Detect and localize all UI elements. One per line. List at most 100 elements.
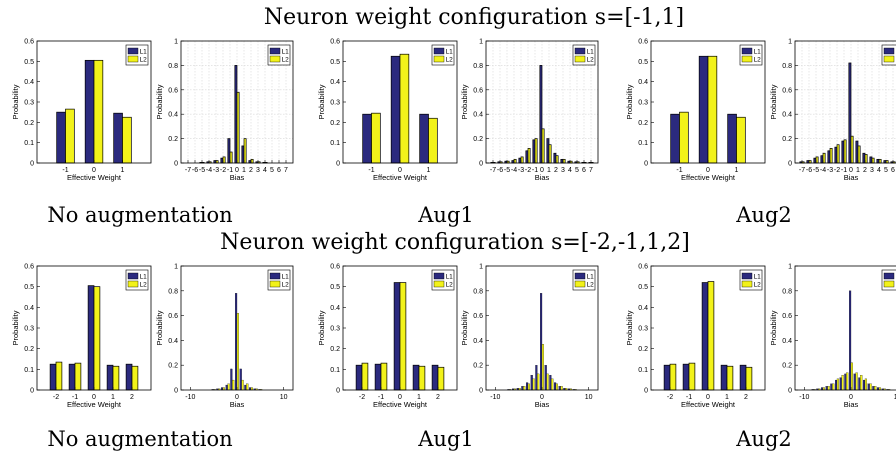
chart-r1c4-ylabel: Probability (460, 84, 469, 119)
chart-r1c5-legend-label-L2: L2 (754, 57, 762, 64)
chart-r2c3-ytick-label: 0.6 (330, 264, 340, 271)
chart-r1c6-xtick-label: -1 (841, 167, 847, 174)
chart-r2c2-bar-L1 (225, 384, 228, 391)
chart-r1c4-xtick-label: 5 (575, 167, 579, 174)
chart-r1c6-legend-swatch-L2 (883, 55, 895, 63)
chart-r2c1-xtick-label: -2 (53, 394, 59, 401)
chart-r1c2-xlabel: Bias (230, 173, 245, 182)
chart-r2c3-ytick-label: 0.1 (330, 367, 340, 374)
chart-r2c6-bar-L1 (825, 386, 828, 391)
chart-r1c1-bar-L1 (84, 59, 95, 164)
chart-r1c2-ytick-label: 0.6 (168, 87, 178, 94)
chart-r1c5-ylabel: Probability (625, 84, 634, 119)
chart-r1c3-xtick-label: 0 (398, 167, 402, 174)
chart-r1c4-xtick-label: 1 (547, 167, 551, 174)
chart-r2c1-xtick-label: 2 (130, 394, 134, 401)
chart-r2c3-bar-L2 (418, 365, 426, 391)
chart-r2c3: 0 0.1 0.2 0.3 0.4 0.5 0.6 -2 -1 0 1 2 Effective Weig… (317, 264, 458, 409)
chart-r2c6-bar-L2 (836, 378, 839, 391)
chart-r1c2-xtick-label: 0 (235, 167, 239, 174)
chart-r1c1-ylabel: Probability (11, 84, 20, 119)
chart-r2c4-bar-L1 (540, 293, 543, 391)
chart-r2c3-bar-L2 (380, 362, 388, 391)
chart-r2c1-ytick-label: 0 (30, 388, 34, 395)
chart-r1c4-bar-L2 (562, 158, 566, 164)
chart-r1c2-bar-L2 (229, 151, 233, 164)
chart-r1c5-xlabel: Effective Weight (681, 173, 736, 182)
chart-r1c2-legend-label-L1: L1 (282, 49, 290, 56)
chart-r2c5-legend-label-L2: L2 (754, 282, 762, 289)
chart-r1c4-bar-L2 (548, 144, 552, 164)
chart-r2c6-bar-L1 (858, 377, 861, 391)
chart-r1c6: 00.20.40.60.81-7-6-5-4-3-2-101234567Bias… (769, 39, 896, 182)
chart-r2c4-bar-L2 (532, 378, 535, 391)
chart-r2c6-bar-L1 (830, 383, 833, 391)
chart-r2c2-ytick-label: 0.8 (168, 288, 178, 295)
chart-r1c4-ytick-label: 0 (479, 161, 483, 168)
chart-r2c3-bar-L1 (374, 363, 382, 391)
chart-r1c6-xtick-label: -7 (799, 167, 805, 174)
chart-r2c2-bar-L2 (227, 383, 230, 391)
chart-r1c5-ytick-label: 0.5 (638, 59, 648, 66)
chart-r1c3-ytick-label: 0 (336, 161, 340, 168)
chart-r2c5-xtick-label: 1 (725, 394, 729, 401)
chart-r2c2-ytick-label: 0.2 (168, 363, 178, 370)
chart-r2c2-xtick-label: 0 (235, 394, 239, 401)
chart-r1c1-legend-swatch-L2 (127, 55, 139, 63)
chart-r1c3-ylabel: Probability (317, 84, 326, 119)
chart-r1c2: 00.20.40.60.81-7 -6 -5 -4 -3 -2 -1 0 1 2 3 4 5 6 7Bias… (155, 39, 294, 182)
chart-r1c4-bar-L2 (527, 148, 531, 164)
chart-r1c3-legend-label-L1: L1 (446, 49, 454, 56)
chart-r1c5-xtick-label: 0 (706, 167, 710, 174)
chart-r1c2-ytick-label: 0.2 (168, 136, 178, 143)
chart-r2c4-bar-L2 (546, 373, 549, 391)
chart-r2c6-xlabel: Bias (844, 400, 859, 409)
chart-r2c3-bar-L1 (412, 364, 420, 391)
chart-r2c4-bar-L1 (535, 365, 538, 391)
chart-r1c6-bar-L2 (822, 152, 826, 164)
chart-r2c4-bar-L1 (526, 382, 529, 391)
chart-r2c3-xtick-label: -2 (359, 394, 365, 401)
chart-r1c4-ytick-label: 0.8 (473, 63, 483, 70)
chart-r2c3-xtick-label: 1 (417, 394, 421, 401)
chart-r1c2-ytick-label: 0.8 (168, 63, 178, 70)
chart-r2c5-bar-L1 (720, 364, 728, 391)
chart-r1c6-xtick-label: -4 (820, 167, 826, 174)
chart-r1c1-xtick-label: 1 (121, 167, 125, 174)
chart-r1c1-legend-swatch-L1 (127, 47, 139, 55)
chart-r2c6-xtick-label: 0 (849, 394, 853, 401)
chart-r2c3-ytick-label: 0 (336, 388, 340, 395)
chart-r1c4-xtick-label: 3 (561, 167, 565, 174)
chart-r1c2-legend-swatch-L1 (269, 47, 281, 55)
chart-r2c3-xtick-label: 2 (436, 394, 440, 401)
chart-r1c6-ytick-label: 0.4 (782, 112, 792, 119)
chart-r2c4-bar-L1 (530, 374, 533, 391)
chart-r2c1-xtick-label: -1 (72, 394, 78, 401)
chart-r2c2-ylabel: Probability (155, 310, 164, 345)
chart-r2c2-ytick-label: 0.4 (168, 338, 178, 345)
chart-r2c2-legend-swatch-L2 (269, 280, 281, 288)
chart-r1c5-xtick-label: -1 (676, 167, 682, 174)
chart-r1c4-legend-label-L1: L1 (587, 49, 595, 56)
chart-r1c6-bar-L2 (878, 158, 882, 164)
chart-r1c4-bar-L2 (520, 156, 524, 164)
chart-r1c2-xtick-label: -6 (192, 167, 198, 174)
chart-r1c1-ytick-label: 0.6 (24, 39, 34, 46)
chart-r2c3-xtick-label: -1 (378, 394, 384, 401)
chart-r1c3-bar-L1 (390, 55, 401, 164)
row2-caption-no-augmentation: No augmentation (47, 427, 232, 451)
chart-r1c6-bar-L2 (836, 144, 840, 164)
chart-r1c4: 00.20.40.60.81-7 -6 -5 -4 -3 -2 -1 0 1 2 3 4 5 6 7Bias… (460, 39, 599, 182)
chart-r2c5-legend-swatch-L2 (741, 280, 753, 288)
chart-r2c5-legend-label-L1: L1 (754, 274, 762, 281)
chart-r2c1-ytick-label: 0.6 (24, 264, 34, 271)
chart-r2c4-ytick-label: 1 (479, 264, 483, 271)
chart-r1c2-legend-swatch-L2 (269, 55, 281, 63)
chart-r2c2-bar-L2 (241, 379, 244, 391)
chart-r2c6-bar-L2 (864, 378, 867, 391)
chart-r2c5-bar-L2 (745, 366, 753, 391)
chart-r1c4-xtick-label: 2 (554, 167, 558, 174)
chart-r2c3-ytick-label: 0.5 (330, 284, 340, 291)
